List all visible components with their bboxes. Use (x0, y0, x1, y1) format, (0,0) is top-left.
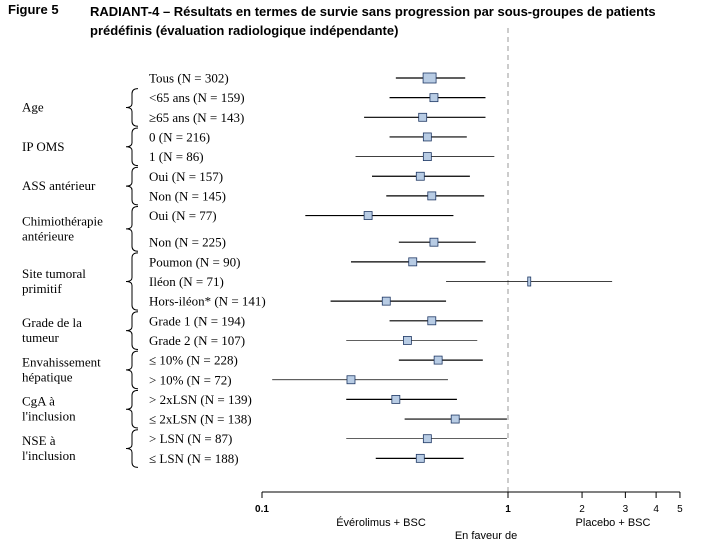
hazard-ratio-marker (422, 132, 432, 142)
hazard-ratio-marker (403, 336, 412, 345)
row-label: Non (N = 225) (149, 235, 226, 250)
hazard-ratio-marker (408, 257, 418, 267)
hazard-ratio-marker (427, 316, 437, 326)
row-label: > LSN (N = 87) (149, 431, 232, 446)
forest-row: Tous (N = 302) (149, 71, 466, 86)
row-label: Hors-iléon* (N = 141) (149, 294, 266, 309)
hazard-ratio-marker (391, 394, 401, 404)
group-label: Grade de la tumeur (22, 315, 82, 345)
hazard-ratio-marker (429, 237, 439, 247)
forest-row: 1 (N = 86) (149, 149, 495, 164)
favors-right-label: Placebo + BSC (576, 517, 651, 529)
group-brace (125, 311, 139, 350)
row-label: ≥65 ans (N = 143) (149, 110, 244, 125)
row-label: ≤ 2xLSN (N = 138) (149, 412, 252, 427)
group-label: Age (22, 99, 44, 114)
favors-center-label: En faveur de (455, 530, 517, 542)
hazard-ratio-marker (346, 375, 356, 385)
hazard-ratio-marker (433, 355, 443, 365)
hazard-ratio-marker (418, 112, 428, 122)
x-tick-label: 0.1 (255, 504, 269, 515)
hazard-ratio-marker (363, 211, 373, 220)
group-label: NSE à l'inclusion (22, 433, 76, 463)
hazard-ratio-marker (527, 276, 532, 287)
x-tick-label: 5 (677, 504, 683, 515)
forest-row: Oui (N = 77) (149, 208, 454, 223)
forest-row: Hors-iléon* (N = 141) (149, 294, 447, 309)
figure-title: RADIANT-4 – Résultats en termes de survi… (90, 4, 656, 38)
group-label: ASS antérieur (22, 178, 96, 193)
x-tick-label: 3 (623, 504, 629, 515)
forest-row: > 10% (N = 72) (149, 372, 448, 387)
group-label: Envahissement hépatique (22, 354, 101, 384)
hazard-ratio-marker (422, 72, 437, 84)
row-label: Oui (N = 157) (149, 169, 223, 184)
hazard-ratio-marker (381, 296, 391, 306)
group-brace (125, 350, 139, 390)
row-label: Iléon (N = 71) (149, 274, 224, 289)
forest-row: Poumon (N = 90) (149, 254, 486, 269)
x-tick-label: 2 (579, 504, 585, 515)
forest-row: ≥65 ans (N = 143) (149, 110, 486, 125)
hazard-ratio-marker (450, 414, 460, 424)
group-brace (125, 166, 139, 206)
group-label: Site tumoral primitif (22, 266, 86, 296)
row-label: 0 (N = 216) (149, 129, 210, 144)
row-label: ≤ 10% (N = 228) (149, 353, 238, 368)
hazard-ratio-marker (422, 434, 432, 444)
forest-row: ≤ LSN (N = 188) (149, 451, 464, 466)
row-label: Tous (N = 302) (149, 71, 229, 86)
row-label: ≤ LSN (N = 188) (149, 451, 239, 466)
row-label: Grade 1 (N = 194) (149, 313, 245, 328)
forest-row: > 2xLSN (N = 139) (149, 392, 457, 407)
forest-row: Non (N = 225) (149, 235, 476, 250)
group-label: IP OMS (22, 139, 65, 154)
group-label: CgA à l'inclusion (22, 394, 76, 424)
row-label: <65 ans (N = 159) (149, 90, 245, 105)
group-brace (125, 389, 139, 429)
hazard-ratio-marker (427, 191, 437, 201)
group-label: Chimiothérapie antérieure (22, 213, 103, 243)
hazard-ratio-marker (415, 453, 425, 463)
hazard-ratio-marker (422, 152, 432, 162)
row-label: Non (N = 145) (149, 188, 226, 203)
group-brace (125, 252, 139, 311)
forest-row: 0 (N = 216) (149, 129, 467, 144)
row-label: Poumon (N = 90) (149, 254, 240, 269)
x-tick-label: 4 (653, 504, 659, 515)
x-tick-label: 1 (505, 504, 511, 515)
forest-row: Oui (N = 157) (149, 169, 470, 184)
row-label: 1 (N = 86) (149, 149, 204, 164)
row-label: > 2xLSN (N = 139) (149, 392, 252, 407)
forest-row: > LSN (N = 87) (149, 431, 507, 446)
group-brace (125, 88, 139, 127)
row-label: Oui (N = 77) (149, 208, 217, 223)
favors-left-label: Évérolimus + BSC (336, 516, 426, 529)
row-label: > 10% (N = 72) (149, 372, 232, 387)
forest-row: <65 ans (N = 159) (149, 90, 486, 105)
forest-row: Grade 1 (N = 194) (149, 313, 483, 328)
forest-row: ≤ 10% (N = 228) (149, 353, 483, 368)
forest-row: ≤ 2xLSN (N = 138) (149, 412, 507, 427)
group-brace (125, 429, 139, 468)
figure-label: Figure 5 (8, 2, 59, 17)
hazard-ratio-marker (415, 171, 425, 181)
forest-row: Non (N = 145) (149, 188, 485, 203)
hazard-ratio-marker (429, 93, 439, 103)
row-label: Grade 2 (N = 107) (149, 333, 245, 348)
forest-row: Iléon (N = 71) (149, 274, 613, 289)
forest-row: Grade 2 (N = 107) (149, 333, 478, 348)
group-brace (125, 206, 139, 252)
group-brace (125, 127, 139, 167)
